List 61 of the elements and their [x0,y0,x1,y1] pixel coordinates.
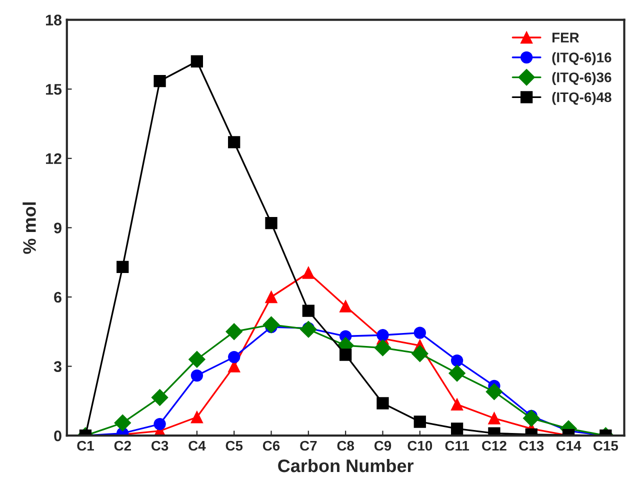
point [414,326,426,339]
x-tick-label: C11 [445,440,470,451]
x-tick-label: C8 [337,440,354,451]
y-tick-label: 12 [46,153,62,164]
y-tick-label: 9 [54,222,62,234]
point [265,217,278,230]
legend-label: FER [552,32,580,42]
point [262,316,280,334]
point [414,416,426,428]
x-tick-label: C4 [188,440,206,451]
x-tick-label: C7 [300,440,317,451]
point [376,397,389,410]
point [302,266,314,279]
point [450,354,464,367]
point [116,260,129,274]
y-tick-label: 3 [54,361,62,372]
point [522,410,540,427]
point [486,383,503,400]
point [374,339,392,356]
point [450,398,464,410]
point [190,369,204,382]
point [300,320,317,338]
x-tick-label: C12 [482,440,506,451]
x-tick-label: C10 [408,440,432,451]
point [265,290,278,304]
point [154,418,166,430]
x-axis-title: Carbon Number [278,458,414,472]
x-tick-label: C6 [262,440,280,451]
point [488,412,500,424]
x-tick-label: C2 [114,440,131,451]
legend-label: (ITQ-6)48 [552,92,612,105]
y-axis-title: % mol [22,202,36,254]
x-tick-label: C3 [151,440,168,451]
point [376,329,389,342]
x-tick-label: C1 [77,440,94,451]
x-tick-label: C9 [374,440,392,451]
y-tick-label: 18 [46,14,62,26]
x-tick-label: C15 [594,440,618,451]
legend-label: (ITQ-6)36 [552,72,612,86]
y-tick-label: 0 [54,430,62,442]
point [228,350,240,364]
x-tick-label: C14 [556,440,582,451]
point [226,323,242,340]
point [448,364,466,382]
point [154,74,166,88]
y-tick-label: 15 [46,84,62,95]
point [188,350,206,368]
point [339,348,352,361]
point [228,136,240,148]
point [302,304,314,317]
point [114,414,131,432]
point [190,411,204,424]
point [339,300,352,312]
point [450,422,464,435]
point [151,389,168,406]
point [412,345,428,362]
point [190,55,204,68]
y-tick-label: 6 [54,292,62,303]
x-tick-label: C5 [226,440,243,451]
x-tick-label: C13 [519,440,544,451]
legend-label: (ITQ-6)16 [552,52,612,66]
